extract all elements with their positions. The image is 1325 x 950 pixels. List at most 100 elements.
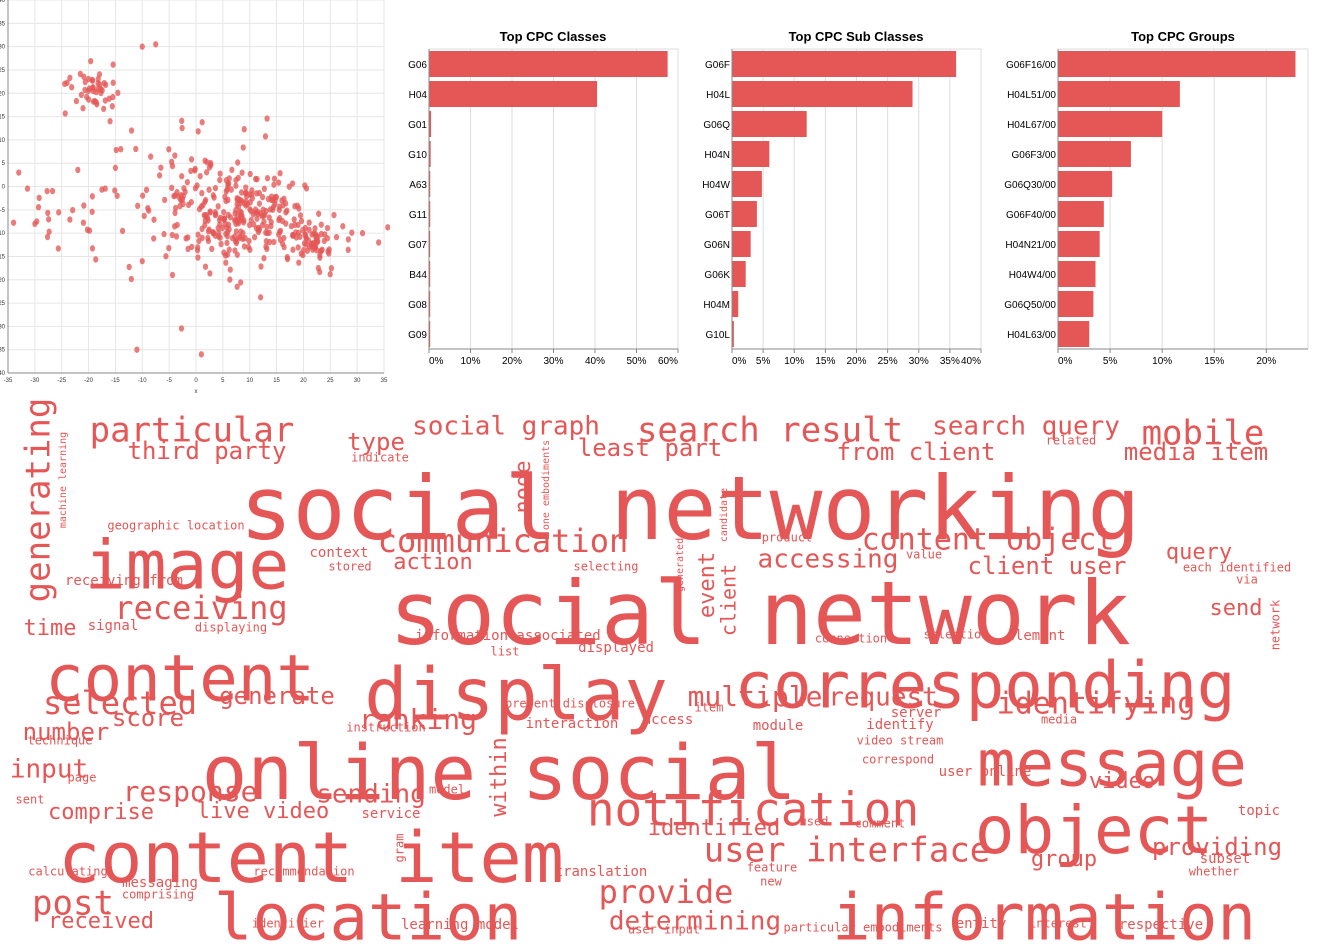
scatter-point: [111, 80, 116, 86]
bar-x-tick-label: 15%: [815, 356, 835, 367]
bar-category-label: G06F: [705, 60, 730, 71]
scatter-point: [235, 159, 240, 165]
word-cloud-word: related: [1046, 434, 1097, 448]
scatter-point: [87, 85, 92, 91]
bar-x-tick-label: 0%: [1058, 356, 1073, 367]
scatter-point: [263, 133, 268, 139]
scatter-point: [225, 183, 230, 189]
bar-x-tick-label: 10%: [1152, 356, 1172, 367]
scatter-y-tick-label: 5: [2, 161, 6, 167]
scatter-point: [241, 144, 246, 150]
scatter-point: [102, 80, 107, 86]
scatter-point: [264, 115, 269, 121]
scatter-y-tick-label: -5: [0, 208, 6, 214]
bar-category-label: H04W: [702, 180, 730, 191]
scatter-point: [115, 90, 120, 96]
scatter-point: [292, 222, 297, 228]
scatter-point: [285, 256, 290, 262]
scatter-point: [166, 245, 171, 251]
scatter-point: [304, 241, 309, 247]
bar-category-label: G10: [408, 150, 427, 161]
scatter-point: [218, 241, 223, 247]
scatter-y-tick-label: 0: [2, 185, 6, 191]
scatter-point: [180, 125, 185, 131]
scatter-point: [217, 177, 222, 183]
scatter-point: [216, 203, 221, 209]
scatter-point: [243, 235, 248, 241]
bar-x-tick-label: 0%: [429, 356, 444, 367]
scatter-point: [151, 235, 156, 241]
scatter-point: [200, 119, 205, 125]
word-cloud-word: item: [695, 701, 724, 715]
scatter-point: [142, 213, 147, 219]
scatter-point: [262, 186, 267, 192]
bar-category-label: G06N: [704, 240, 730, 251]
scatter-point: [254, 176, 259, 182]
bar-x-tick-label: 30%: [909, 356, 929, 367]
word-cloud-word: one embodiments: [541, 440, 552, 530]
bar-category-label: H04N21/00: [1005, 240, 1056, 251]
scatter-point: [266, 196, 271, 202]
scatter-point: [195, 254, 200, 260]
word-cloud-word: action: [393, 550, 472, 575]
scatter-point: [174, 233, 179, 239]
scatter-point: [56, 245, 61, 251]
scatter-point: [235, 284, 240, 290]
scatter-point: [284, 208, 289, 214]
scatter-point: [107, 118, 112, 124]
bar-x-tick-label: 20%: [846, 356, 866, 367]
bar-category-label: G06Q: [703, 120, 730, 131]
scatter-point: [166, 146, 171, 152]
scatter-point: [208, 162, 213, 168]
scatter-point: [264, 246, 269, 252]
bar-category-label: G06Q30/00: [1004, 180, 1056, 191]
word-cloud-word: identified: [648, 816, 780, 841]
scatter-point: [227, 276, 232, 282]
scatter-point: [63, 110, 68, 116]
scatter-point: [234, 240, 239, 246]
word-cloud-word: media: [1041, 713, 1077, 727]
scatter-x-tick-label: 25: [327, 378, 334, 384]
scatter-point: [172, 223, 177, 229]
word-cloud-word: generating: [19, 398, 59, 603]
scatter-point: [79, 92, 84, 98]
word-cloud-word: score: [112, 704, 184, 732]
scatter-point: [45, 234, 50, 240]
scatter-point: [183, 235, 188, 241]
bar-chart-title: Top CPC Groups: [1131, 29, 1235, 44]
scatter-point: [264, 224, 269, 230]
scatter-point: [81, 220, 86, 226]
scatter-x-tick-label: -10: [138, 378, 147, 384]
bar-category-label: G09: [408, 330, 427, 341]
scatter-point: [254, 225, 259, 231]
bar-x-tick-label: 20%: [1256, 356, 1276, 367]
bar: [732, 81, 913, 107]
bar-x-tick-label: 15%: [1204, 356, 1224, 367]
bar-category-label: G06T: [705, 210, 730, 221]
scatter-point: [198, 173, 203, 179]
scatter-point: [328, 271, 333, 277]
scatter-point: [209, 246, 214, 252]
scatter-point: [249, 187, 254, 193]
bar-category-label: H04W4/00: [1009, 270, 1057, 281]
word-cloud-word: accessing: [758, 545, 899, 575]
scatter-point: [260, 194, 265, 200]
bar-chart-title: Top CPC Sub Classes: [789, 29, 924, 44]
word-cloud-word: group: [1031, 847, 1097, 872]
scatter-point: [185, 179, 190, 185]
scatter-point: [223, 260, 228, 266]
scatter-point: [140, 43, 145, 49]
word-cloud-word: client: [717, 564, 741, 636]
scatter-point: [70, 207, 75, 213]
word-cloud-word: received: [48, 909, 154, 934]
scatter-point: [261, 255, 266, 261]
scatter-point: [195, 247, 200, 253]
scatter-point: [271, 204, 276, 210]
scatter-point: [185, 246, 190, 252]
scatter-point: [171, 193, 176, 199]
scatter-point: [69, 84, 74, 90]
bar: [732, 231, 751, 257]
scatter-point: [36, 204, 41, 210]
scatter-point: [239, 213, 244, 219]
scatter-point: [113, 165, 118, 171]
